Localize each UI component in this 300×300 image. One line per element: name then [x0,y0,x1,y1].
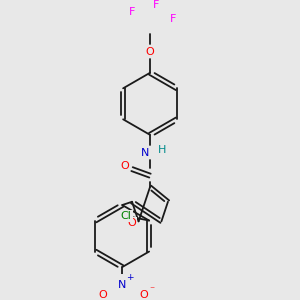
Text: O: O [128,218,136,228]
Text: N: N [141,148,149,158]
Text: Cl: Cl [121,211,132,220]
Text: H: H [158,145,166,154]
Text: F: F [153,0,160,10]
Text: ⁻: ⁻ [149,285,154,295]
Text: N: N [118,280,126,290]
Text: O: O [98,290,107,300]
Text: +: + [126,273,133,282]
Text: F: F [129,8,135,17]
Text: O: O [139,290,148,300]
Text: O: O [120,161,129,171]
Text: F: F [170,14,176,24]
Text: O: O [146,46,154,57]
